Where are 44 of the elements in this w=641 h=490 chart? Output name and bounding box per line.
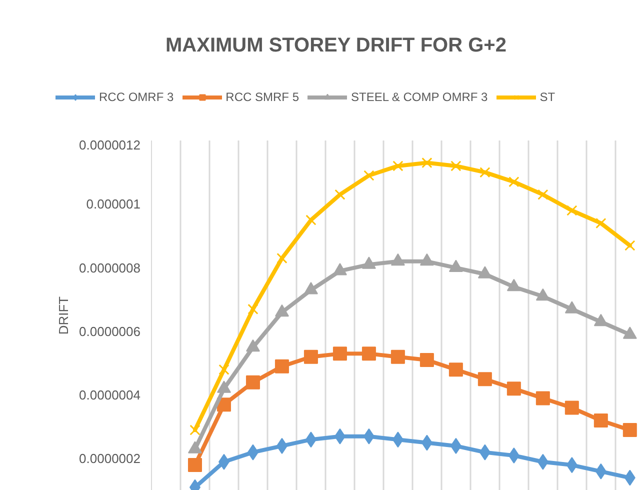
point: [624, 240, 636, 251]
y-tick-label: 0.000001: [86, 196, 141, 212]
point: [422, 157, 432, 168]
point: [622, 423, 637, 438]
y-tick-label: 0.0000002: [79, 451, 140, 466]
legend-label: RCC SMRF 5: [226, 90, 300, 104]
point: [334, 189, 346, 200]
point: [392, 160, 404, 172]
y-tick-label: 0.0000008: [79, 260, 140, 276]
point: [536, 391, 550, 406]
y-tick-label: 0.0000012: [79, 138, 140, 152]
point: [420, 353, 434, 368]
point: [478, 372, 492, 386]
point: [596, 218, 606, 229]
point: [246, 375, 260, 390]
point: [248, 304, 258, 314]
point: [390, 350, 405, 364]
point: [276, 252, 288, 264]
point: [190, 424, 200, 436]
y-axis-title: DRIFT: [56, 296, 72, 335]
point: [538, 189, 548, 200]
point: [480, 166, 490, 178]
point: [564, 400, 579, 415]
point: [566, 205, 578, 216]
point: [306, 214, 316, 226]
point: [362, 346, 376, 361]
legend-label: STEEL & COMP OMRF 3: [351, 90, 488, 104]
y-tick-label: 0.0000004: [79, 388, 140, 403]
point: [364, 170, 374, 181]
point: [506, 382, 521, 396]
point: [218, 364, 230, 375]
point: [450, 160, 462, 172]
point: [274, 359, 289, 374]
legend-label: RCC OMRF 3: [99, 90, 174, 104]
point: [332, 346, 347, 361]
point: [508, 448, 520, 464]
point: [188, 458, 202, 472]
point: [304, 350, 318, 364]
point: [508, 176, 520, 188]
legend-label: ST: [540, 90, 556, 104]
point: [448, 362, 463, 377]
chart-title: MAXIMUM STOREY DRIFT FOR G+2: [166, 34, 506, 56]
point: [594, 414, 608, 428]
y-tick-label: 0.0000006: [79, 324, 140, 339]
